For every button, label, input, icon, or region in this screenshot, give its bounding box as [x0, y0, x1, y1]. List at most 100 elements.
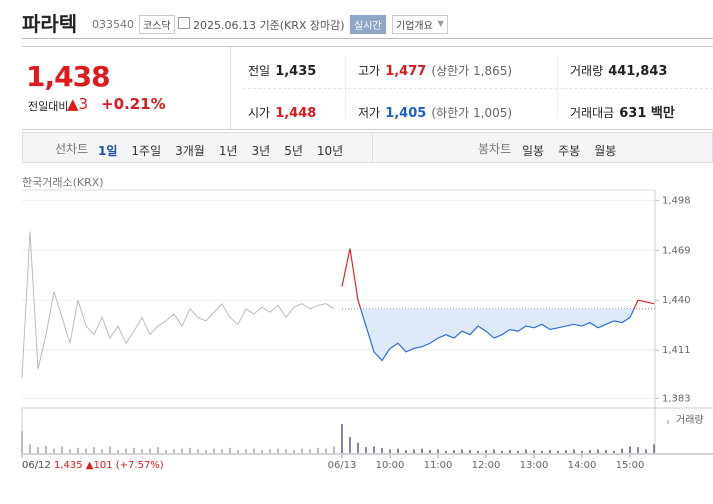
- volume-bar: [141, 449, 143, 453]
- volume-bar: [357, 442, 359, 453]
- calendar-icon: [178, 17, 190, 29]
- period-button[interactable]: 5년: [284, 144, 303, 158]
- volume-bar: [477, 450, 479, 453]
- candle-periods: 일봉 주봉 월봉: [522, 140, 630, 159]
- volume-bar: [637, 447, 639, 453]
- volume-bar: [397, 448, 399, 453]
- period-button[interactable]: 1년: [218, 144, 238, 158]
- y-tick-label: 1,469: [662, 245, 691, 256]
- volume-bar: [645, 449, 647, 453]
- market-badge: 코스닥: [139, 15, 175, 34]
- stat-extra: (상한가 1,865): [431, 64, 513, 78]
- volume-bar: [349, 437, 351, 453]
- volume-bar: [229, 447, 231, 453]
- stat-value: 1,435: [275, 64, 317, 79]
- period-button[interactable]: 월봉: [594, 144, 617, 158]
- line-periods: 1일 1주일 3개월 1년 3년 5년 10년: [98, 140, 357, 159]
- company-label: 기업개요: [396, 21, 433, 32]
- volume-bar: [325, 448, 327, 453]
- stat-label: 저가: [358, 106, 381, 120]
- stat-label: 거래량: [570, 64, 604, 78]
- period-button[interactable]: 1일: [98, 144, 118, 158]
- volume-bar: [53, 448, 55, 453]
- realtime-badge[interactable]: 실시간: [350, 15, 386, 34]
- volume-bar: [605, 450, 607, 453]
- toolbar-sep: [372, 133, 373, 162]
- stat-value: 441,843: [608, 64, 668, 79]
- price-line: [21, 231, 335, 378]
- volume-bar: [373, 446, 375, 453]
- volume-bar: [437, 449, 439, 453]
- period-button[interactable]: 10년: [316, 144, 344, 158]
- volume-bar: [45, 445, 47, 453]
- volume-bar: [597, 449, 599, 453]
- company-button[interactable]: 기업개요 ▼: [392, 15, 448, 34]
- volume-bar: [133, 447, 135, 453]
- volume-bar: [333, 446, 335, 453]
- volume-bar: [629, 446, 631, 453]
- volume-bar: [221, 449, 223, 453]
- period-button[interactable]: 주봉: [558, 144, 581, 158]
- volume-bar: [197, 449, 199, 453]
- volume-bar: [589, 450, 591, 453]
- stat: 고가 1,477 (상한가 1,865): [358, 60, 512, 79]
- volume-bar: [445, 450, 447, 453]
- volume-bar: [557, 450, 559, 453]
- volume-bar: [157, 447, 159, 453]
- stat-value: 1,405: [385, 106, 427, 121]
- volume-bar: [85, 448, 87, 453]
- change-pct: +0.21%: [101, 95, 166, 113]
- volume-bar: [517, 450, 519, 453]
- price-line-down: [360, 308, 635, 362]
- volume-bar: [269, 449, 271, 453]
- x-tick-label: 12:00: [472, 460, 501, 471]
- line-chart-label: 선차트: [55, 142, 89, 156]
- volume-bar: [533, 450, 535, 453]
- volume-bar: [381, 447, 383, 453]
- volume-bar: [317, 447, 319, 453]
- volume-bar: [613, 450, 615, 453]
- period-button[interactable]: 3년: [251, 144, 271, 158]
- volume-bar: [173, 449, 175, 453]
- volume-bar: [453, 450, 455, 453]
- x-tick-label: 06/12: [22, 460, 51, 471]
- footer-change: 1,435 ▲101 (+7.57%): [54, 460, 164, 471]
- stock-name: 파라텍: [22, 12, 78, 36]
- x-tick-label: 10:00: [376, 460, 405, 471]
- volume-bar: [573, 449, 575, 453]
- stat: 시가 1,448: [248, 102, 316, 121]
- stat-label: 전일: [248, 64, 271, 78]
- x-tick-label: 11:00: [424, 460, 453, 471]
- volume-bar: [189, 447, 191, 453]
- x-tick-label: 15:00: [616, 460, 645, 471]
- date-text: 2025.06.13 기준(KRX 장마감): [193, 19, 345, 32]
- stat: 전일 1,435: [248, 60, 316, 79]
- y-tick-label: 1,498: [662, 195, 691, 206]
- stat: 거래량 441,843: [570, 60, 667, 79]
- change-label: 전일대비: [28, 100, 69, 113]
- stat-value: 1,448: [275, 106, 317, 121]
- period-button[interactable]: 3개월: [175, 144, 205, 158]
- volume-bar: [253, 448, 255, 453]
- volume-bar: [21, 431, 23, 453]
- volume-bar: [501, 450, 503, 453]
- stat-label: 시가: [248, 106, 271, 120]
- quote-box: [22, 46, 713, 130]
- x-tick-label: 14:00: [568, 460, 597, 471]
- period-button[interactable]: 일봉: [522, 144, 545, 158]
- period-button[interactable]: 1주일: [131, 144, 162, 158]
- col-sep: [557, 56, 558, 118]
- stat-extra: (하한가 1,005): [431, 106, 513, 120]
- stat: 저가 1,405 (하한가 1,005): [358, 102, 512, 121]
- row-sep: [243, 88, 713, 89]
- volume-bar: [261, 450, 263, 453]
- volume-bar: [525, 449, 527, 453]
- col-sep: [345, 56, 346, 118]
- volume-bar: [405, 450, 407, 453]
- stat-label: 고가: [358, 64, 381, 78]
- volume-bar: [237, 450, 239, 453]
- source: 한국거래소(KRX): [22, 176, 104, 189]
- volume-bar: [285, 449, 287, 453]
